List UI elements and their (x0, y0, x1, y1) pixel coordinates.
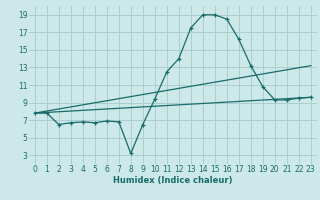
X-axis label: Humidex (Indice chaleur): Humidex (Indice chaleur) (113, 176, 233, 185)
